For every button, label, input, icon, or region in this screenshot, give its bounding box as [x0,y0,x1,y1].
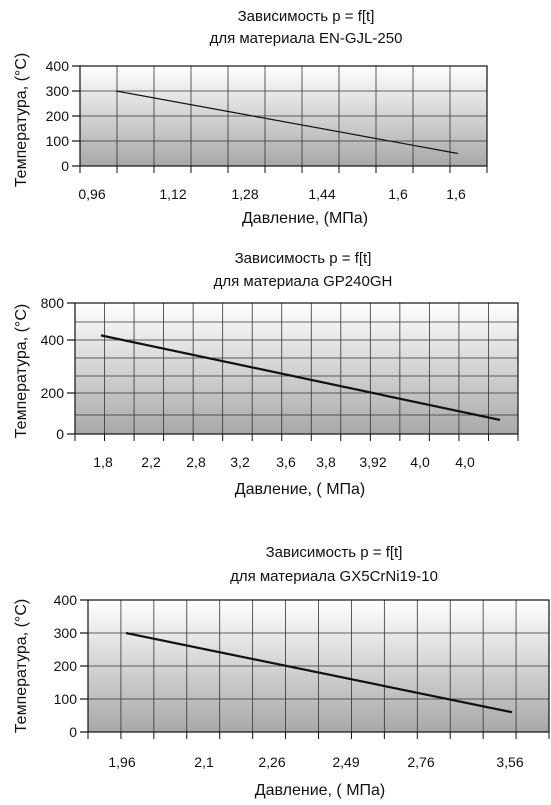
chart-title-line-1: Зависимость p = f[t] [235,250,372,267]
x-tick-label: 1,6 [388,186,408,202]
x-tick-label: 2,76 [407,754,434,770]
chart-gp240gh: Зависимость p = f[t] для материала GP240… [13,250,519,498]
y-tick-label: 200 [54,658,78,674]
x-tick-label: 2,26 [258,754,285,770]
x-tick-label: 4,0 [410,454,430,470]
y-tick-label: 300 [46,83,70,99]
y-tick-label: 400 [46,58,70,74]
y-tick-label: 0 [61,158,69,174]
x-tick-label: 0,96 [78,186,105,202]
y-tick-label: 100 [46,133,70,149]
y-axis-label: Температура, (°C) [13,304,30,438]
y-axis-label: Температура, (°C) [13,599,30,733]
chart-gx5crni19-10: Зависимость p = f[t] для материала GX5Cr… [13,544,550,799]
x-axis-label: Давление, ( МПа) [255,782,386,799]
chart-en-gjl-250: Зависимость p = f[t] для материала EN-GJ… [13,8,488,227]
y-tick-label: 400 [41,332,65,348]
y-tick-label: 100 [54,691,78,707]
plot-background [75,303,518,434]
y-axis-ticks: 0 200 400 800 [41,295,75,442]
plot-frame [74,302,519,435]
y-tick-label: 800 [41,295,65,311]
x-tick-label: 3,6 [276,454,296,470]
x-tick-label: 3,92 [359,454,386,470]
x-tick-label: 2,8 [186,454,206,470]
x-tick-label: 1,8 [93,454,113,470]
y-axis-label: Температура, (°C) [13,53,30,187]
y-tick-label: 0 [69,724,77,740]
x-tick-label: 3,2 [230,454,250,470]
x-tick-label: 1,6 [446,186,466,202]
y-tick-label: 400 [54,592,78,608]
plot-area [79,65,488,167]
series-line [100,334,501,421]
y-tick-label: 0 [56,426,64,442]
x-tick-label: 1,12 [159,186,186,202]
series-line [125,631,513,714]
x-tick-label: 2,2 [141,454,161,470]
plot-area [87,599,550,733]
chart-title-line-1: Зависимость p = f[t] [238,8,375,25]
x-tick-label: 1,44 [308,186,335,202]
x-tick-label: 2,49 [332,754,359,770]
chart-title-line-2: для материала GX5CrNi19-10 [230,568,438,585]
x-tick-label: 1,96 [108,754,135,770]
x-axis-label: Давление, ( МПа) [235,481,366,498]
x-tick-label: 3,56 [496,754,523,770]
x-axis-ticks: 0,96 1,12 1,28 1,44 1,6 1,6 [78,166,488,202]
x-tick-label: 1,28 [231,186,258,202]
y-axis-ticks: 0 100 200 300 400 [46,58,80,174]
x-tick-label: 4,0 [455,454,475,470]
chart-title-line-2: для материала GP240GH [214,273,393,290]
y-tick-label: 200 [46,108,70,124]
x-tick-label: 2,1 [194,754,214,770]
series-line [115,90,459,155]
x-tick-label: 3,8 [316,454,336,470]
plot-area [74,302,519,435]
chart-title-line-2: для материала EN-GJL-250 [210,30,403,47]
y-axis-ticks: 0 100 200 300 400 [54,592,88,740]
x-axis-ticks: 1,96 2,1 2,26 2,49 2,76 3,56 [87,732,550,770]
y-tick-label: 300 [54,625,78,641]
x-axis-label: Давление, (МПа) [242,210,368,227]
chart-title-line-1: Зависимость p = f[t] [266,544,403,561]
x-axis-ticks: 1,8 2,2 2,8 3,2 3,6 3,8 3,92 4,0 4,0 [74,434,519,470]
y-tick-label: 200 [41,385,65,401]
